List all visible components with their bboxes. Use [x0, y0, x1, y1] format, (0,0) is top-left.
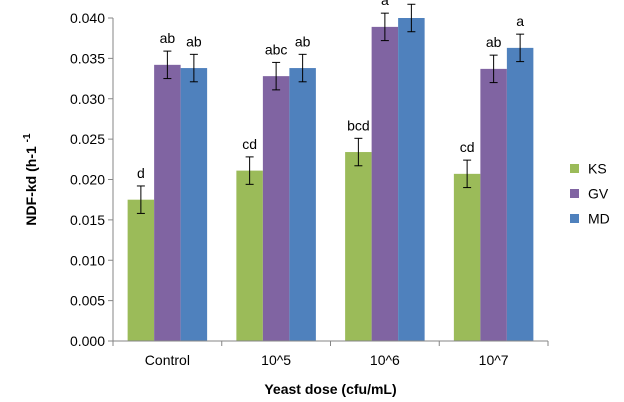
significance-labels: dcdbcdcdababcaabababaa	[137, 0, 524, 181]
significance-label: a	[516, 13, 524, 29]
significance-label: ab	[186, 33, 202, 49]
y-tick-label: 0.015	[70, 212, 105, 228]
legend-swatch-gv	[570, 189, 579, 198]
y-tick-label: 0.035	[70, 50, 105, 66]
y-tick-label: 0.010	[70, 252, 105, 268]
y-tick-label: 0.025	[70, 131, 105, 147]
significance-label: ab	[160, 30, 176, 46]
significance-label: abc	[265, 41, 288, 57]
y-tick-label: 0.005	[70, 293, 105, 309]
y-axis-title: NDF-kd (h-1 -1	[22, 133, 39, 226]
y-tick-label: 0.030	[70, 91, 105, 107]
legend-label-ks: KS	[588, 161, 607, 177]
significance-label: d	[137, 165, 145, 181]
bar-gv	[154, 64, 181, 342]
legend-label-md: MD	[588, 211, 610, 227]
y-axis-title-main: NDF-kd (h-1	[23, 146, 39, 226]
significance-label: cd	[242, 136, 257, 152]
bar-ks	[345, 152, 372, 341]
legend-swatch-md	[570, 214, 579, 223]
y-tick-label: 0.000	[70, 333, 105, 349]
bar-gv	[480, 68, 507, 341]
x-tick-label: 10^7	[479, 352, 509, 368]
x-tick-label: Control	[145, 352, 190, 368]
y-tick-label: 0.040	[70, 10, 105, 26]
significance-label: ab	[295, 33, 311, 49]
bar-ks	[453, 173, 481, 341]
x-tick-label: 10^5	[261, 352, 291, 368]
x-axis-ticks: Control 10^5 10^6 10^7	[112, 341, 549, 368]
bar-gv	[262, 76, 290, 341]
error-bars	[136, 3, 525, 214]
y-tick-label: 0.020	[70, 172, 105, 188]
bar-md	[289, 68, 316, 341]
significance-label: cd	[460, 139, 475, 155]
bar-ks	[127, 199, 155, 341]
bar-md	[506, 47, 534, 341]
bar-ks	[236, 170, 263, 341]
significance-label: ab	[486, 34, 502, 50]
bar-md	[398, 18, 425, 341]
bar-md	[180, 68, 208, 341]
bars	[127, 18, 534, 342]
y-axis-ticks: 0.000 0.005 0.010 0.015 0.020 0.025 0.030 0.035…	[70, 10, 113, 349]
legend-swatch-ks	[570, 164, 579, 173]
x-axis-title: Yeast dose (cfu/mL)	[264, 381, 396, 397]
legend-label-gv: GV	[588, 186, 609, 202]
bar-gv	[371, 26, 399, 341]
significance-label: bcd	[347, 117, 370, 133]
significance-label: a	[381, 0, 389, 8]
y-axis-title-superscript: -1	[22, 133, 33, 142]
x-tick-label: 10^6	[370, 352, 400, 368]
legend: KS GV MD	[570, 161, 610, 227]
